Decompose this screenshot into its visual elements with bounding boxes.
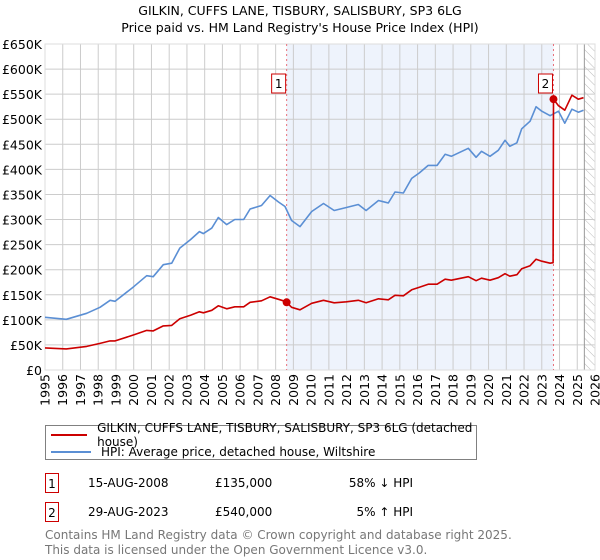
legend-label-hpi: HPI: Average price, detached house, Wilt… [101,444,376,459]
sale-label-box [537,73,553,94]
x-tick-label: 2014 [375,374,390,406]
transaction-row: 2 29-AUG-2023 £540,000 5% ↑ HPI [45,502,545,524]
x-tick-label: 2024 [552,374,567,406]
x-tick-label: 2008 [268,374,283,406]
x-tick-label: 1998 [91,374,106,406]
chart-title: GILKIN, CUFFS LANE, TISBURY, SALISBURY, … [138,3,462,18]
x-tick-label: 1997 [73,374,88,406]
y-tick-label: £100K [2,313,43,328]
x-tick-label: 2004 [197,374,212,406]
y-tick-label: £500K [2,112,43,127]
legend: GILKIN, CUFFS LANE, TISBURY, SALISBURY, … [45,421,477,460]
x-tick-label: 2026 [588,374,600,406]
price-paid-line [44,94,584,350]
sale-label: 2 [542,77,550,91]
price-chart: 1995 1996 1997 1998 1999 2000 2001 2002 2003 2004… [2,37,600,406]
hpi-line [44,105,584,321]
x-tick-label: 2025 [570,374,585,406]
x-tick-label: 2020 [481,374,496,406]
transaction-hpi-diff: 58% ↓ HPI [348,476,413,490]
x-tick-label: 2018 [446,374,461,406]
y-tick-label: £150K [2,288,43,303]
x-tick-label: 2007 [250,374,265,406]
hatched-region [584,44,595,370]
sale-point [282,298,291,307]
x-tick-label: 2001 [144,374,159,406]
transaction-number: 2 [45,502,59,522]
y-tick-label: £50K [10,338,43,353]
y-tick-label: £200K [2,263,43,278]
legend-swatch-price [51,433,88,436]
x-tick-label: 2010 [304,374,319,406]
x-tick-label: 2000 [126,374,141,406]
y-tick-label: £400K [2,162,43,177]
x-tick-label: 2021 [499,374,514,406]
x-tick-label: 2022 [517,374,532,406]
x-tick-label: 1999 [108,374,123,406]
transaction-price: £135,000 [215,476,273,490]
x-tick-label: 2011 [321,374,336,406]
x-tick-label: 2006 [233,374,248,406]
y-tick-label: £300K [2,213,43,228]
y-tick-label: £450K [2,137,43,152]
x-tick-label: 2009 [286,374,301,406]
x-tick-label: 2017 [428,374,443,406]
transaction-hpi-diff: 5% ↑ HPI [356,505,413,519]
sale-label: 1 [275,77,283,91]
x-tick-label: 2012 [339,374,354,406]
y-tick-label: £350K [2,187,43,202]
y-tick-label: £550K [2,87,43,102]
y-tick-label: £600K [2,62,43,77]
x-tick-label: 2023 [534,374,549,406]
legend-item-hpi: HPI: Average price, detached house, Wilt… [46,443,375,460]
y-tick-label: £250K [2,238,43,253]
x-tick-label: 1996 [55,374,70,406]
x-tick-label: 2003 [179,374,194,406]
x-tick-label: 2005 [215,374,230,406]
chart-subtitle: Price paid vs. HM Land Registry's House … [121,20,479,35]
transaction-date: 29-AUG-2023 [88,505,169,519]
x-tick-label: 2016 [410,374,425,406]
legend-label-price: GILKIN, CUFFS LANE, TISBURY, SALISBURY, … [97,420,473,449]
x-tick-label: 2019 [463,374,478,406]
y-tick-label: £650K [2,37,43,52]
transaction-date: 15-AUG-2008 [88,476,169,490]
legend-swatch-hpi [51,450,91,453]
x-tick-label: 2015 [392,374,407,406]
sale-label-box [271,73,287,94]
transaction-row: 1 15-AUG-2008 £135,000 58% ↓ HPI [45,473,545,495]
y-tick-label: £0 [26,363,42,378]
transaction-price: £540,000 [215,505,273,519]
ownership-shade [286,44,554,370]
x-tick-label: 2002 [162,374,177,406]
x-tick-label: 1995 [38,374,53,406]
plot-border [44,43,596,371]
footer-copyright: Contains HM Land Registry data © Crown c… [45,528,512,542]
x-tick-label: 2013 [357,374,372,406]
footer-licence: This data is licensed under the Open Gov… [45,543,428,557]
transaction-number: 1 [45,473,59,493]
sale-point [549,95,558,104]
legend-item-price: GILKIN, CUFFS LANE, TISBURY, SALISBURY, … [46,421,476,449]
